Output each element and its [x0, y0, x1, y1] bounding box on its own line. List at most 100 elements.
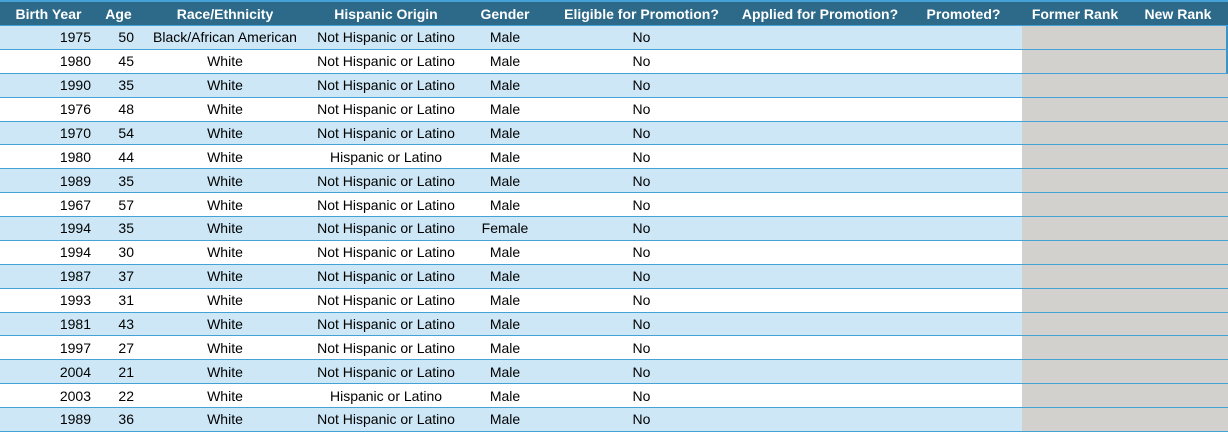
cell-applied[interactable] [735, 264, 905, 289]
cell-new_rank[interactable] [1128, 264, 1228, 289]
cell-race[interactable]: White [140, 49, 310, 74]
cell-hispanic[interactable]: Not Hispanic or Latino [310, 240, 462, 265]
cell-race[interactable]: White [140, 384, 310, 408]
column-header-former_rank[interactable]: Former Rank [1022, 0, 1128, 26]
cell-race[interactable]: White [140, 169, 310, 194]
cell-eligible[interactable]: No [548, 240, 735, 265]
cell-former_rank[interactable] [1022, 193, 1128, 217]
cell-applied[interactable] [735, 217, 905, 241]
column-header-applied[interactable]: Applied for Promotion? [735, 0, 905, 26]
cell-hispanic[interactable]: Not Hispanic or Latino [310, 408, 462, 432]
cell-hispanic[interactable]: Not Hispanic or Latino [310, 193, 462, 217]
cell-age[interactable]: 54 [97, 121, 140, 146]
cell-race[interactable]: White [140, 97, 310, 122]
cell-birth_year[interactable]: 1976 [0, 97, 97, 122]
cell-birth_year[interactable]: 1970 [0, 121, 97, 146]
cell-hispanic[interactable]: Not Hispanic or Latino [310, 336, 462, 361]
cell-applied[interactable] [735, 384, 905, 408]
cell-hispanic[interactable]: Not Hispanic or Latino [310, 217, 462, 241]
cell-new_rank[interactable] [1128, 193, 1228, 217]
cell-eligible[interactable]: No [548, 217, 735, 241]
cell-new_rank[interactable] [1128, 384, 1228, 408]
cell-age[interactable]: 22 [97, 384, 140, 408]
cell-age[interactable]: 37 [97, 264, 140, 289]
cell-former_rank[interactable] [1022, 97, 1128, 122]
cell-birth_year[interactable]: 1975 [0, 26, 97, 50]
cell-applied[interactable] [735, 312, 905, 337]
cell-gender[interactable]: Male [462, 312, 548, 337]
cell-eligible[interactable]: No [548, 264, 735, 289]
cell-gender[interactable]: Male [462, 121, 548, 146]
cell-promoted[interactable] [905, 121, 1022, 146]
cell-promoted[interactable] [905, 217, 1022, 241]
cell-age[interactable]: 27 [97, 336, 140, 361]
cell-former_rank[interactable] [1022, 384, 1128, 408]
cell-applied[interactable] [735, 288, 905, 313]
cell-race[interactable]: White [140, 264, 310, 289]
cell-new_rank[interactable] [1128, 121, 1228, 146]
cell-birth_year[interactable]: 1997 [0, 336, 97, 361]
cell-gender[interactable]: Male [462, 336, 548, 361]
cell-hispanic[interactable]: Not Hispanic or Latino [310, 97, 462, 122]
cell-promoted[interactable] [905, 264, 1022, 289]
cell-eligible[interactable]: No [548, 336, 735, 361]
cell-age[interactable]: 35 [97, 217, 140, 241]
cell-eligible[interactable]: No [548, 97, 735, 122]
cell-eligible[interactable]: No [548, 73, 735, 98]
cell-race[interactable]: White [140, 360, 310, 385]
cell-new_rank[interactable] [1128, 145, 1228, 170]
cell-gender[interactable]: Male [462, 26, 548, 50]
column-header-eligible[interactable]: Eligible for Promotion? [548, 0, 735, 26]
cell-promoted[interactable] [905, 49, 1022, 74]
cell-birth_year[interactable]: 1980 [0, 49, 97, 74]
cell-promoted[interactable] [905, 408, 1022, 432]
cell-eligible[interactable]: No [548, 49, 735, 74]
cell-eligible[interactable]: No [548, 288, 735, 313]
cell-promoted[interactable] [905, 384, 1022, 408]
cell-new_rank[interactable] [1128, 408, 1228, 432]
cell-eligible[interactable]: No [548, 360, 735, 385]
cell-new_rank[interactable] [1128, 360, 1228, 385]
cell-race[interactable]: White [140, 408, 310, 432]
cell-age[interactable]: 43 [97, 312, 140, 337]
cell-former_rank[interactable] [1022, 408, 1128, 432]
cell-race[interactable]: White [140, 73, 310, 98]
cell-gender[interactable]: Male [462, 97, 548, 122]
cell-hispanic[interactable]: Hispanic or Latino [310, 384, 462, 408]
cell-birth_year[interactable]: 1989 [0, 408, 97, 432]
cell-former_rank[interactable] [1022, 26, 1128, 50]
cell-new_rank[interactable] [1128, 26, 1228, 50]
cell-former_rank[interactable] [1022, 240, 1128, 265]
cell-promoted[interactable] [905, 240, 1022, 265]
cell-eligible[interactable]: No [548, 384, 735, 408]
cell-applied[interactable] [735, 121, 905, 146]
column-header-birth_year[interactable]: Birth Year [0, 0, 97, 26]
cell-former_rank[interactable] [1022, 264, 1128, 289]
cell-applied[interactable] [735, 336, 905, 361]
cell-former_rank[interactable] [1022, 288, 1128, 313]
cell-new_rank[interactable] [1128, 217, 1228, 241]
cell-new_rank[interactable] [1128, 169, 1228, 194]
cell-birth_year[interactable]: 1990 [0, 73, 97, 98]
cell-applied[interactable] [735, 193, 905, 217]
cell-hispanic[interactable]: Not Hispanic or Latino [310, 121, 462, 146]
cell-new_rank[interactable] [1128, 288, 1228, 313]
cell-birth_year[interactable]: 1967 [0, 193, 97, 217]
cell-age[interactable]: 30 [97, 240, 140, 265]
cell-new_rank[interactable] [1128, 336, 1228, 361]
cell-applied[interactable] [735, 26, 905, 50]
cell-hispanic[interactable]: Not Hispanic or Latino [310, 169, 462, 194]
cell-former_rank[interactable] [1022, 217, 1128, 241]
cell-applied[interactable] [735, 169, 905, 194]
cell-eligible[interactable]: No [548, 312, 735, 337]
cell-promoted[interactable] [905, 312, 1022, 337]
cell-new_rank[interactable] [1128, 240, 1228, 265]
cell-former_rank[interactable] [1022, 169, 1128, 194]
cell-promoted[interactable] [905, 145, 1022, 170]
cell-promoted[interactable] [905, 73, 1022, 98]
cell-age[interactable]: 36 [97, 408, 140, 432]
cell-hispanic[interactable]: Not Hispanic or Latino [310, 312, 462, 337]
cell-hispanic[interactable]: Not Hispanic or Latino [310, 26, 462, 50]
cell-promoted[interactable] [905, 288, 1022, 313]
cell-former_rank[interactable] [1022, 312, 1128, 337]
